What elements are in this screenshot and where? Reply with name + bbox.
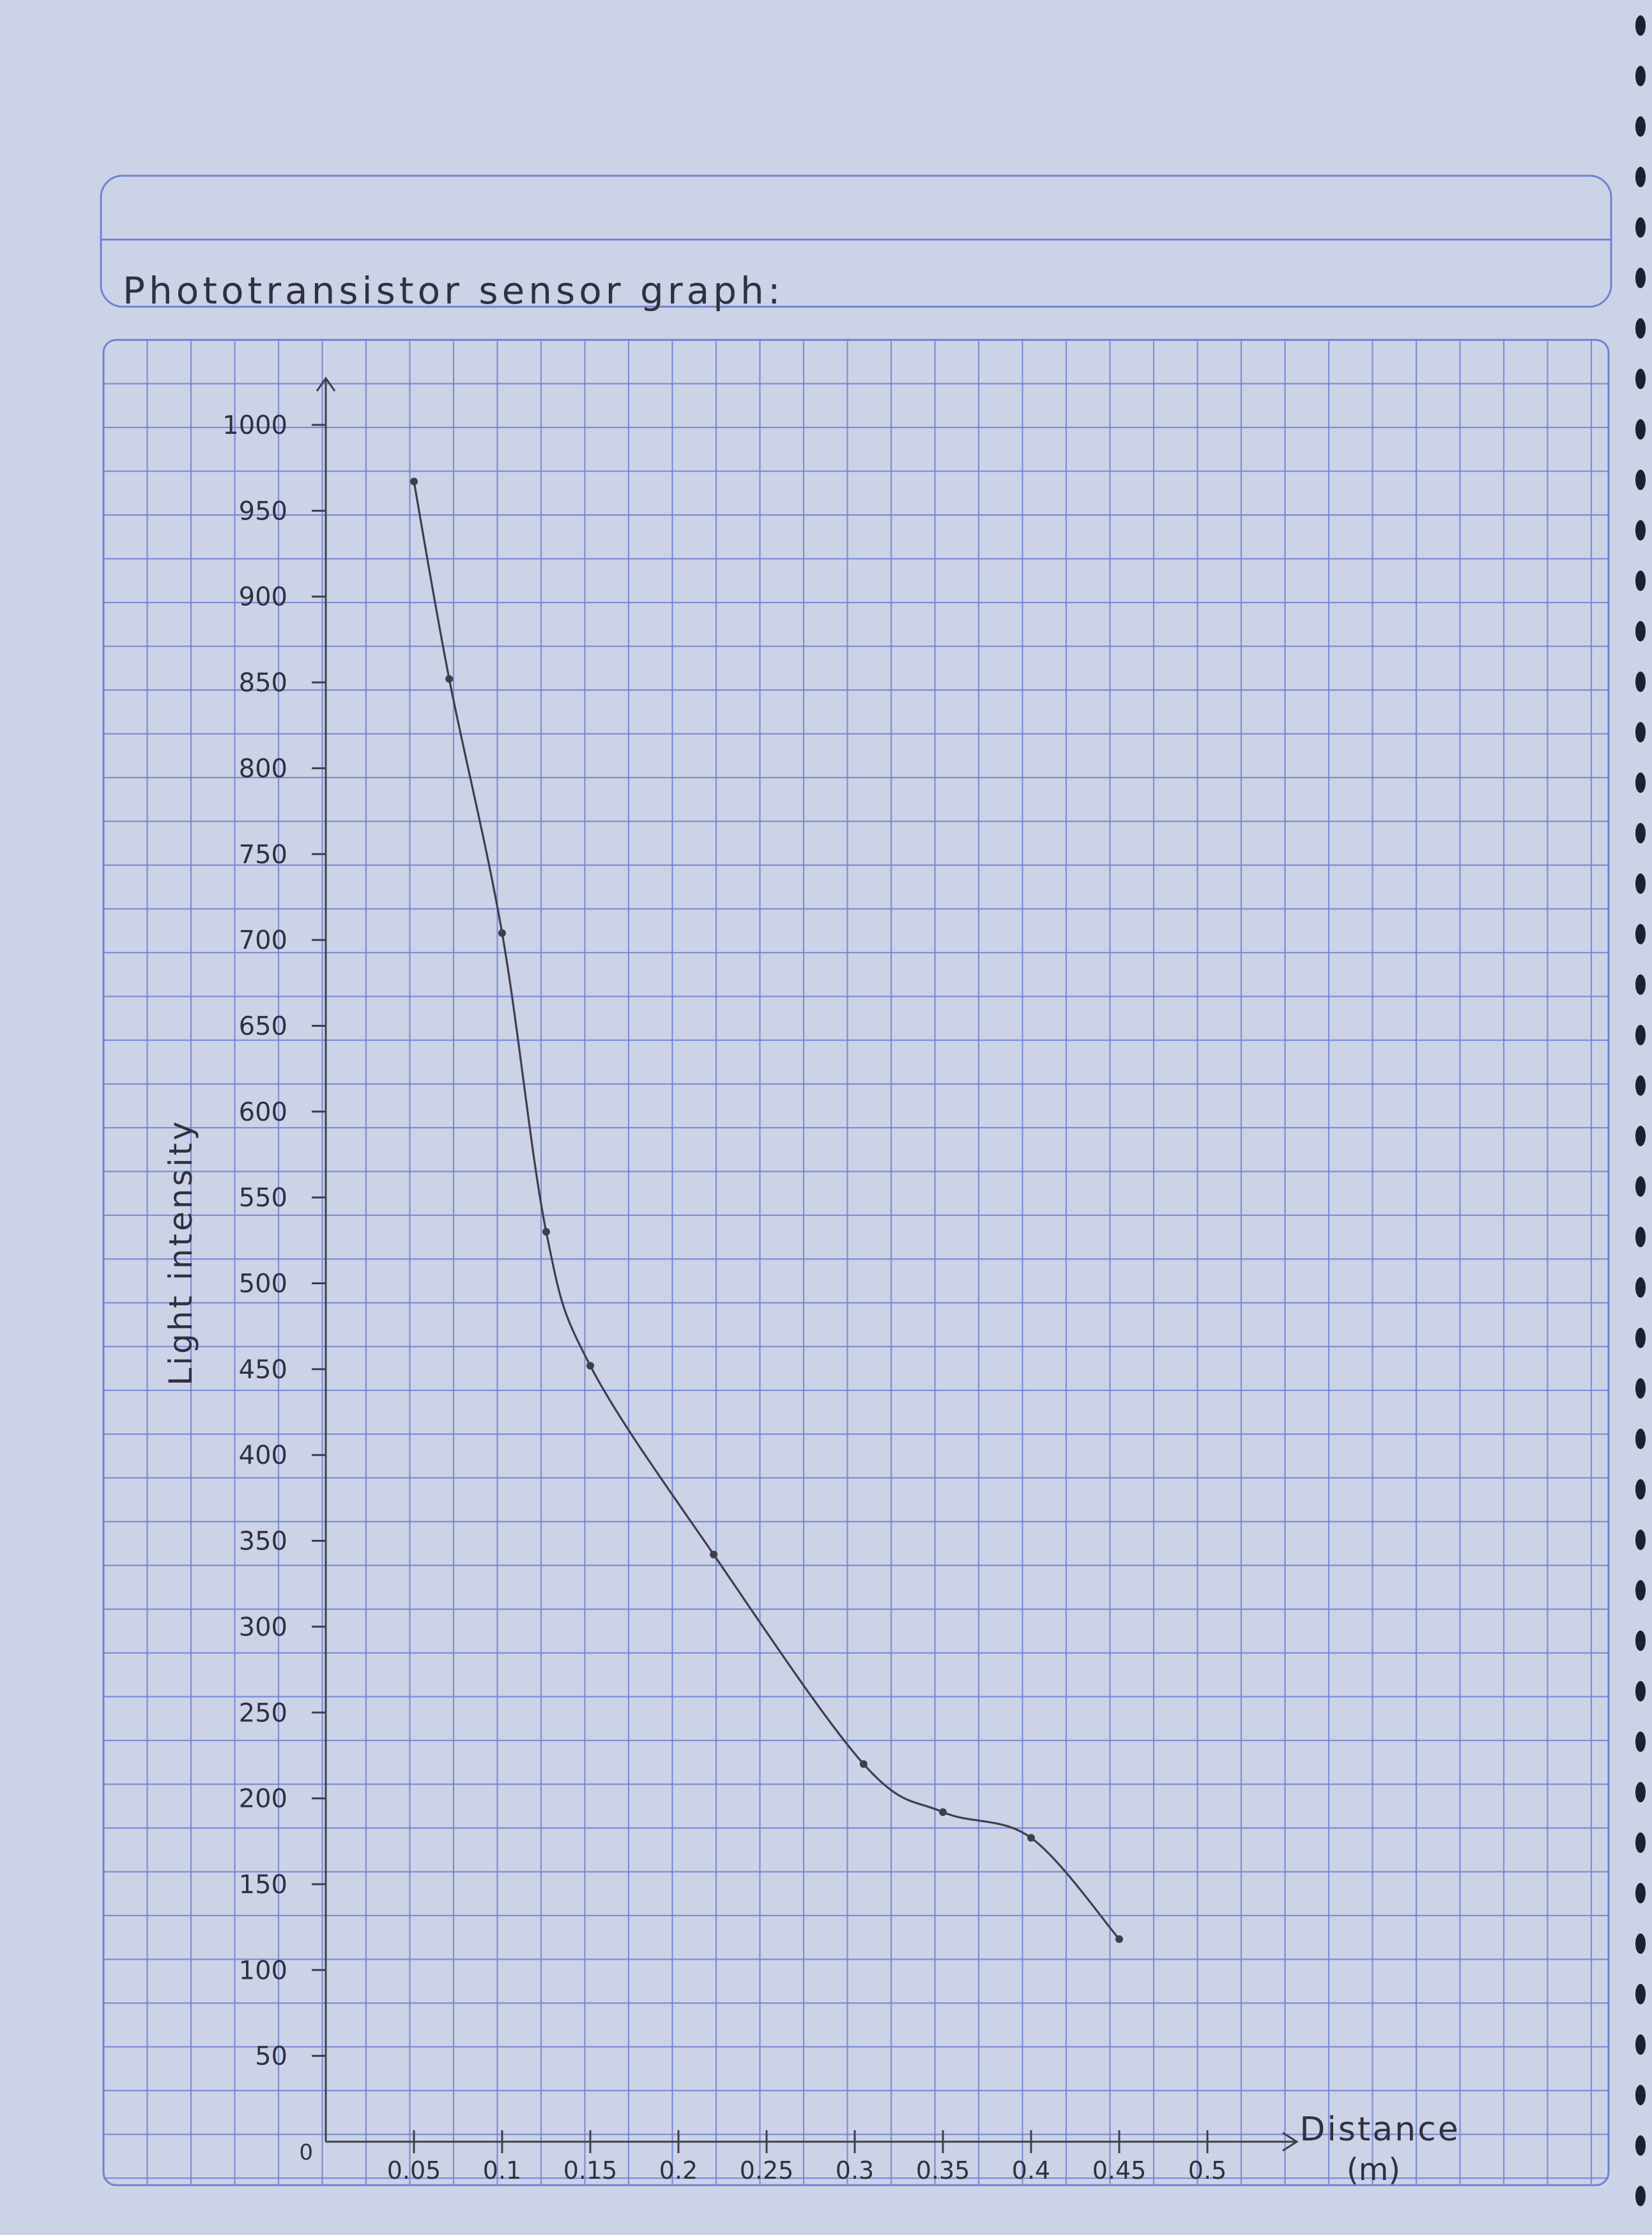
data-point xyxy=(859,1760,868,1768)
y-tick-label: 700 xyxy=(239,926,287,955)
data-point xyxy=(542,1227,550,1236)
spiral-ring xyxy=(1635,2186,1646,2206)
title-box-border xyxy=(100,174,1612,308)
spiral-ring xyxy=(1635,1126,1646,1146)
x-tick-label: 0.25 xyxy=(740,2156,794,2185)
x-tick-label: 0.2 xyxy=(659,2156,698,2185)
spiral-ring xyxy=(1635,1631,1646,1651)
y-tick-label: 750 xyxy=(239,840,287,870)
spiral-ring xyxy=(1635,1530,1646,1550)
spiral-ring xyxy=(1635,369,1646,389)
x-tick-label: 0.5 xyxy=(1188,2156,1227,2185)
y-tick-label: 950 xyxy=(239,496,287,526)
data-point xyxy=(445,675,454,683)
y-tick-label: 600 xyxy=(239,1098,287,1127)
spiral-ring xyxy=(1635,15,1646,36)
spiral-ring xyxy=(1635,1227,1646,1247)
spiral-ring xyxy=(1635,217,1646,238)
spiral-ring xyxy=(1635,116,1646,137)
spiral-ring xyxy=(1635,2085,1646,2105)
spiral-ring xyxy=(1635,268,1646,288)
y-tick-label: 200 xyxy=(239,1785,287,1814)
y-tick-label: 900 xyxy=(239,583,287,612)
spiral-ring xyxy=(1635,1075,1646,1096)
spiral-ring xyxy=(1635,66,1646,86)
spiral-ring xyxy=(1635,924,1646,944)
y-tick-label: 250 xyxy=(239,1698,287,1728)
spiral-ring xyxy=(1635,1328,1646,1348)
x-tick-label: 0.4 xyxy=(1012,2156,1050,2185)
spiral-ring xyxy=(1635,318,1646,339)
y-tick-label: 850 xyxy=(239,668,287,698)
spiral-ring xyxy=(1635,1782,1646,1802)
chart: 0 50 100 150 200 250 300 350 400 450 500 550 600 650 7… xyxy=(162,376,1460,2188)
spiral-ring xyxy=(1635,1883,1646,1903)
spiral-ring xyxy=(1635,1479,1646,1500)
y-tick-label: 50 xyxy=(255,2042,287,2071)
data-point xyxy=(1027,1834,1035,1842)
data-point xyxy=(939,1808,947,1816)
y-tick-label: 150 xyxy=(239,1870,287,1900)
spiral-ring xyxy=(1635,520,1646,541)
x-tick-label: 0.05 xyxy=(387,2156,441,2185)
y-tick-label: 650 xyxy=(239,1011,287,1041)
y-tick-label: 450 xyxy=(239,1355,287,1385)
x-tick-label: 0.3 xyxy=(836,2156,874,2185)
y-tick-label: 1000 xyxy=(222,411,287,440)
spiral-ring xyxy=(1635,1732,1646,1752)
data-point xyxy=(710,1551,718,1559)
spiral-ring xyxy=(1635,2034,1646,2055)
page-title: Phototransistor sensor graph: xyxy=(123,269,784,312)
y-tick-label: 550 xyxy=(239,1183,287,1213)
y-tick-label: 800 xyxy=(239,754,287,783)
y-axis-label: Light intensity xyxy=(162,1119,199,1385)
x-tick-label: 0.35 xyxy=(916,2156,970,2185)
y-tick-label: 300 xyxy=(239,1613,287,1642)
spiral-ring xyxy=(1635,621,1646,641)
spiral-ring xyxy=(1635,571,1646,591)
grid-lines xyxy=(102,339,1610,2186)
spiral-ring xyxy=(1635,1984,1646,2004)
spiral-ring xyxy=(1635,1832,1646,1853)
spiral-ring xyxy=(1635,2135,1646,2156)
spiral-ring xyxy=(1635,470,1646,490)
y-tick-label: 400 xyxy=(239,1441,287,1470)
grid-border xyxy=(102,339,1610,2186)
series-line xyxy=(413,481,1120,1940)
y-tick-label: 100 xyxy=(239,1956,287,1985)
spiral-ring xyxy=(1635,167,1646,187)
x-tick-label: 0.15 xyxy=(563,2156,618,2185)
spiral-ring xyxy=(1635,1681,1646,1701)
x-axis-arrow xyxy=(1282,2131,1299,2152)
origin-label: 0 xyxy=(299,2140,313,2165)
y-tick-label: 500 xyxy=(239,1270,287,1299)
spiral-ring xyxy=(1635,419,1646,440)
spiral-binding xyxy=(1633,0,1648,2232)
data-point xyxy=(410,477,418,486)
x-axis-unit-label: (m) xyxy=(1347,2152,1400,2188)
data-point xyxy=(586,1362,594,1370)
spiral-ring xyxy=(1635,1429,1646,1449)
x-tick-label: 0.45 xyxy=(1092,2156,1147,2185)
spiral-ring xyxy=(1635,722,1646,742)
data-point xyxy=(1115,1935,1123,1943)
spiral-ring xyxy=(1635,1025,1646,1045)
x-tick-label: 0.1 xyxy=(483,2156,521,2185)
y-axis-arrow xyxy=(316,376,336,392)
y-tick-label: 350 xyxy=(239,1527,287,1556)
data-point xyxy=(498,929,506,937)
spiral-ring xyxy=(1635,1580,1646,1601)
spiral-ring xyxy=(1635,1176,1646,1197)
spiral-ring xyxy=(1635,772,1646,793)
spiral-ring xyxy=(1635,873,1646,894)
spiral-ring xyxy=(1635,672,1646,692)
x-axis-label: Distance xyxy=(1299,2110,1460,2149)
spiral-ring xyxy=(1635,823,1646,843)
spiral-ring xyxy=(1635,1933,1646,1954)
spiral-ring xyxy=(1635,1378,1646,1399)
spiral-ring xyxy=(1635,1277,1646,1298)
spiral-ring xyxy=(1635,974,1646,995)
